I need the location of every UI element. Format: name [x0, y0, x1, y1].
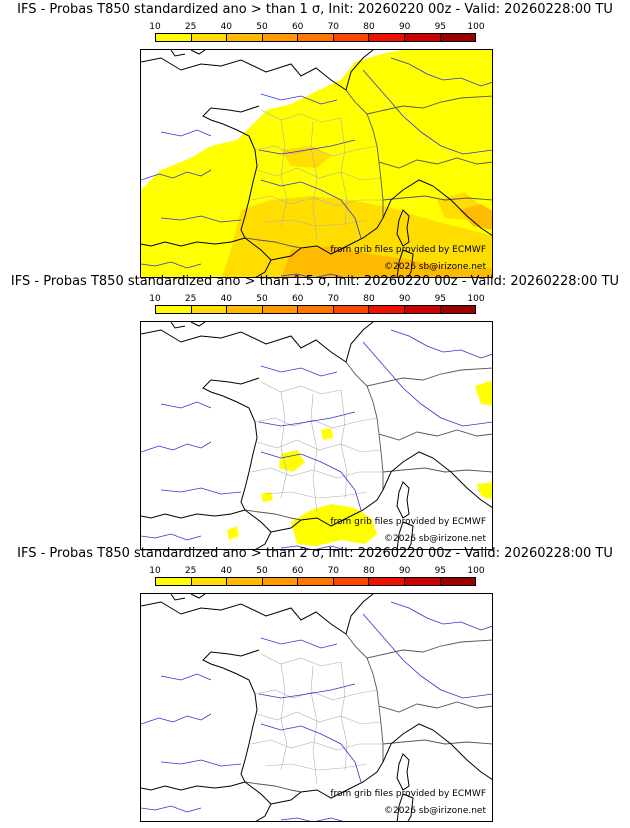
legend-tick-label: 70	[327, 22, 340, 32]
color-legend: 10 25 40 50 60 70 80 90 95 100	[149, 566, 485, 588]
legend-tick-label: 10	[149, 294, 161, 304]
copyright-credit: ©2026 sb@irizone.net	[384, 806, 486, 816]
legend-tick-label: 80	[363, 566, 375, 576]
data-source-credit: from grib files provided by ECMWF	[330, 789, 486, 799]
legend-color-swatch	[191, 306, 228, 313]
legend-tick-label: 50	[256, 22, 268, 32]
legend-tick-label: 90	[398, 294, 411, 304]
legend-tick-label: 25	[184, 22, 197, 32]
probability-area	[227, 526, 239, 540]
legend-tick-label: 25	[184, 566, 197, 576]
legend-color-swatch	[369, 306, 405, 313]
panel-title: IFS - Probas T850 standardized ano > tha…	[10, 274, 620, 289]
color-legend: 10 25 40 50 60 70 80 90 95 100	[149, 294, 485, 316]
legend-color-swatch	[156, 34, 192, 41]
legend-tick-label: 90	[398, 22, 411, 32]
legend-color-swatch	[369, 34, 405, 41]
legend-color-swatch	[191, 34, 228, 41]
probability-area	[261, 492, 273, 502]
panel-title: IFS - Probas T850 standardized ano > tha…	[17, 2, 613, 17]
legend-tick-label: 95	[434, 294, 447, 304]
legend-tick-label: 95	[434, 566, 447, 576]
probability-map: from grib files provided by ECMWF ©2026 s…	[140, 321, 493, 550]
probability-area	[475, 380, 492, 406]
legend-color-swatch	[262, 578, 299, 585]
legend-tick-label: 100	[467, 294, 485, 304]
copyright-credit: ©2026 sb@irizone.net	[384, 534, 486, 544]
color-legend: 10 25 40 50 60 70 80 90 95 100	[149, 22, 485, 44]
map-panel: IFS - Probas T850 standardized ano > tha…	[0, 546, 630, 822]
legend-color-swatch	[404, 306, 441, 313]
legend-color-swatch	[191, 578, 228, 585]
legend-tick-label: 60	[291, 294, 304, 304]
probability-area	[459, 204, 492, 230]
probability-area	[281, 146, 331, 168]
legend-tick-label: 60	[291, 566, 304, 576]
legend-tick-label: 40	[220, 22, 233, 32]
legend-color-swatch	[440, 34, 476, 41]
legend-color-swatch	[227, 306, 263, 313]
legend-color-swatch	[298, 306, 334, 313]
legend-tick-label: 10	[149, 566, 161, 576]
legend-tick-label: 70	[327, 566, 340, 576]
legend-tick-label: 50	[256, 294, 268, 304]
legend-color-swatch	[227, 578, 263, 585]
legend-color-swatch	[404, 34, 441, 41]
legend-tick-label: 70	[327, 294, 340, 304]
legend-color-swatch	[440, 306, 476, 313]
map-panel: IFS - Probas T850 standardized ano > tha…	[0, 274, 630, 550]
legend-color-swatch	[333, 306, 370, 313]
copyright-credit: ©2026 sb@irizone.net	[384, 262, 486, 272]
legend-color-swatch	[333, 34, 370, 41]
legend-color-swatch	[333, 578, 370, 585]
legend-tick-label: 60	[291, 22, 304, 32]
legend-tick-label: 95	[434, 22, 447, 32]
probability-map: from grib files provided by ECMWF ©2026 s…	[140, 593, 493, 822]
legend-tick-label: 40	[220, 566, 233, 576]
map-canvas	[141, 50, 492, 277]
legend-color-swatch	[156, 306, 192, 313]
legend-tick-label: 100	[467, 566, 485, 576]
probability-area	[321, 428, 333, 440]
legend-tick-label: 50	[256, 566, 268, 576]
map-panel: IFS - Probas T850 standardized ano > tha…	[0, 2, 630, 278]
legend-color-swatch	[404, 578, 441, 585]
legend-tick-label: 90	[398, 566, 411, 576]
legend-color-swatch	[227, 34, 263, 41]
legend-color-swatch	[156, 578, 192, 585]
legend-color-swatch	[262, 306, 299, 313]
legend-tick-label: 25	[184, 294, 197, 304]
probability-map: from grib files provided by ECMWF ©2026 s…	[140, 49, 493, 278]
panel-title: IFS - Probas T850 standardized ano > tha…	[17, 546, 613, 561]
map-canvas	[141, 594, 492, 821]
map-canvas	[141, 322, 492, 549]
probability-area	[279, 450, 305, 472]
data-source-credit: from grib files provided by ECMWF	[330, 517, 486, 527]
legend-tick-label: 10	[149, 22, 161, 32]
legend-color-swatch	[440, 578, 476, 585]
legend-color-swatch	[262, 34, 299, 41]
probability-area	[477, 482, 492, 500]
legend-color-swatch	[298, 34, 334, 41]
legend-tick-label: 80	[363, 22, 375, 32]
legend-color-swatch	[298, 578, 334, 585]
probability-area	[281, 246, 492, 277]
legend-tick-label: 100	[467, 22, 485, 32]
legend-color-swatch	[369, 578, 405, 585]
data-source-credit: from grib files provided by ECMWF	[330, 245, 486, 255]
legend-tick-label: 80	[363, 294, 375, 304]
legend-tick-label: 40	[220, 294, 233, 304]
